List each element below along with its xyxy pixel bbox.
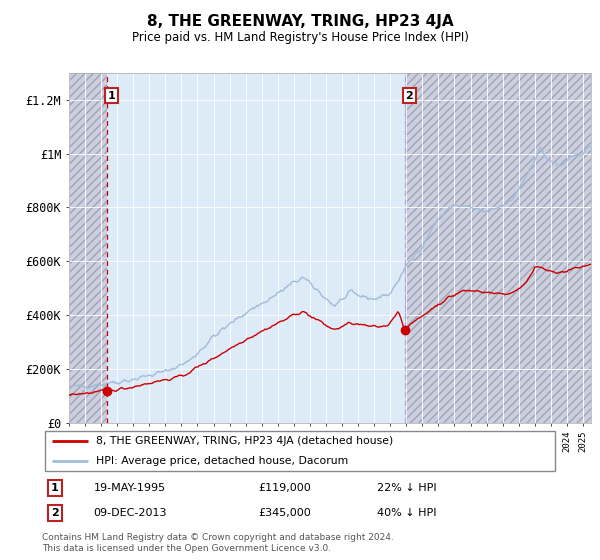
Text: 1: 1	[51, 483, 59, 493]
Text: HPI: Average price, detached house, Dacorum: HPI: Average price, detached house, Daco…	[96, 456, 349, 466]
Text: 8, THE GREENWAY, TRING, HP23 4JA (detached house): 8, THE GREENWAY, TRING, HP23 4JA (detach…	[96, 436, 394, 446]
Text: 19-MAY-1995: 19-MAY-1995	[94, 483, 166, 493]
Text: £345,000: £345,000	[259, 508, 311, 518]
Bar	[406, 73, 591, 423]
Text: 22% ↓ HPI: 22% ↓ HPI	[377, 483, 437, 493]
Text: 8, THE GREENWAY, TRING, HP23 4JA: 8, THE GREENWAY, TRING, HP23 4JA	[146, 14, 454, 29]
Text: Price paid vs. HM Land Registry's House Price Index (HPI): Price paid vs. HM Land Registry's House …	[131, 31, 469, 44]
Text: Contains HM Land Registry data © Crown copyright and database right 2024.
This d: Contains HM Land Registry data © Crown c…	[42, 533, 394, 553]
Text: 2: 2	[51, 508, 59, 518]
Text: 1: 1	[107, 91, 115, 101]
Text: 2: 2	[406, 91, 413, 101]
Text: 40% ↓ HPI: 40% ↓ HPI	[377, 508, 437, 518]
Text: 09-DEC-2013: 09-DEC-2013	[94, 508, 167, 518]
Bar	[69, 73, 107, 423]
Text: £119,000: £119,000	[259, 483, 311, 493]
FancyBboxPatch shape	[44, 431, 556, 472]
